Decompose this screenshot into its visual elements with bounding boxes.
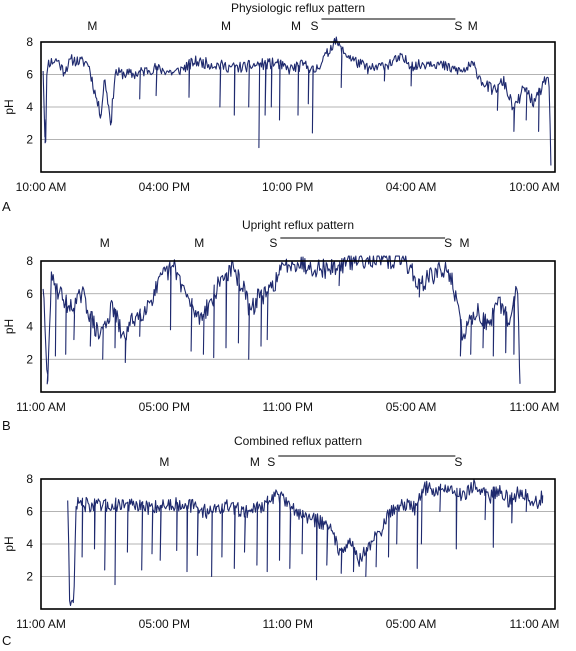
panel-label: B	[2, 418, 11, 433]
y-axis-label: pH	[2, 536, 16, 551]
y-tick-label: 8	[26, 254, 33, 268]
y-axis-label: pH	[2, 99, 16, 114]
supine-marker: S	[269, 236, 277, 250]
panel-label: A	[2, 199, 11, 214]
meal-marker: M	[221, 19, 231, 33]
meal-marker: M	[468, 19, 478, 33]
meal-marker: M	[194, 236, 204, 250]
x-tick-label: 11:00 PM	[262, 617, 312, 631]
chart-title: Physiologic reflux pattern	[231, 1, 365, 15]
plot-frame	[40, 41, 556, 173]
x-tick-label: 10:00 AM	[16, 180, 67, 194]
y-tick-label: 6	[26, 287, 33, 301]
y-tick-label: 6	[26, 505, 33, 519]
x-tick-label: 11:00 AM	[16, 617, 66, 631]
x-tick-label: 05:00 AM	[386, 400, 437, 414]
x-tick-label: 05:00 PM	[139, 617, 190, 631]
chart-panel-C: Combined reflux pattern 2 4 6 8 pH 11:00 AM 05:…	[2, 434, 559, 648]
meal-marker: M	[460, 236, 470, 250]
x-tick-label: 11:00 AM	[16, 400, 66, 414]
meal-marker: M	[159, 455, 169, 469]
chart-panel-B: Upright reflux pattern 2 4 6 8 pH 11:00 AM 05:0…	[2, 218, 559, 433]
y-tick-label: 8	[26, 35, 33, 49]
chart-title: Combined reflux pattern	[234, 434, 362, 448]
x-tick-label: 05:00 PM	[139, 400, 190, 414]
y-axis-label: pH	[2, 319, 16, 334]
panel-label: C	[2, 633, 11, 648]
x-tick-label: 10:00 PM	[262, 180, 313, 194]
y-tick-label: 8	[26, 472, 33, 486]
supine-marker: S	[454, 455, 462, 469]
x-tick-label: 11:00 AM	[510, 400, 560, 414]
y-tick-label: 2	[26, 133, 33, 147]
supine-marker: S	[444, 236, 452, 250]
x-tick-label: 11:00 PM	[262, 400, 312, 414]
meal-marker: M	[291, 19, 301, 33]
x-tick-label: 04:00 AM	[386, 180, 437, 194]
chart-title: Upright reflux pattern	[242, 218, 354, 232]
x-tick-label: 05:00 AM	[386, 617, 437, 631]
ph-trace-line	[67, 479, 544, 607]
ph-trace-line	[42, 36, 552, 166]
y-tick-label: 4	[26, 100, 33, 114]
x-tick-label: 11:00 AM	[510, 617, 560, 631]
y-tick-label: 4	[26, 320, 33, 334]
meal-marker: M	[100, 236, 110, 250]
meal-marker: M	[250, 455, 260, 469]
supine-marker: S	[267, 455, 275, 469]
x-tick-label: 10:00 AM	[509, 180, 560, 194]
supine-marker: S	[454, 19, 462, 33]
y-tick-label: 4	[26, 537, 33, 551]
y-tick-label: 2	[26, 352, 33, 366]
supine-marker: S	[310, 19, 318, 33]
plot-frame	[40, 260, 556, 393]
y-tick-label: 6	[26, 68, 33, 82]
chart-panel-A: Physiologic reflux pattern 2 4 6 8 pH 10:00 AM…	[2, 1, 560, 214]
ph-trace-line	[42, 255, 521, 385]
meal-marker: M	[87, 19, 97, 33]
plot-frame	[40, 478, 556, 610]
x-tick-label: 04:00 PM	[139, 180, 190, 194]
y-tick-label: 2	[26, 570, 33, 584]
